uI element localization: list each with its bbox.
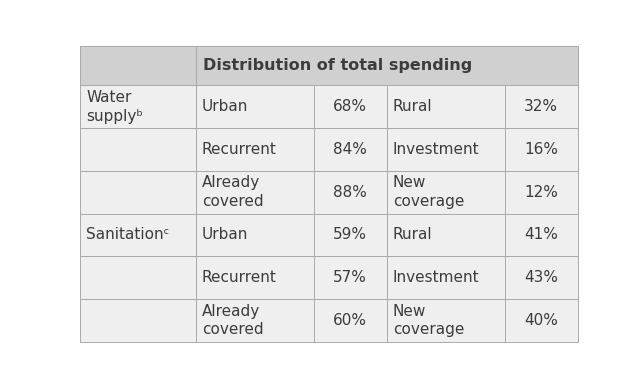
FancyBboxPatch shape [505,256,578,299]
FancyBboxPatch shape [196,85,314,128]
FancyBboxPatch shape [314,128,387,171]
FancyBboxPatch shape [80,171,196,214]
FancyBboxPatch shape [80,46,196,85]
Text: Already
covered: Already covered [202,175,263,209]
FancyBboxPatch shape [314,85,387,128]
FancyBboxPatch shape [80,299,196,342]
Text: Urban: Urban [202,227,248,242]
FancyBboxPatch shape [314,299,387,342]
Text: 88%: 88% [333,185,367,200]
FancyBboxPatch shape [505,171,578,214]
FancyBboxPatch shape [196,128,314,171]
Text: New
coverage: New coverage [393,304,464,337]
FancyBboxPatch shape [314,256,387,299]
Text: Already
covered: Already covered [202,304,263,337]
Text: Recurrent: Recurrent [202,270,277,285]
FancyBboxPatch shape [387,85,505,128]
Text: Distribution of total spending: Distribution of total spending [204,58,473,73]
FancyBboxPatch shape [80,128,196,171]
FancyBboxPatch shape [505,299,578,342]
Text: Investment: Investment [393,270,480,285]
FancyBboxPatch shape [387,214,505,256]
FancyBboxPatch shape [314,214,387,256]
Text: New
coverage: New coverage [393,175,464,209]
FancyBboxPatch shape [505,214,578,256]
Text: Urban: Urban [202,99,248,114]
FancyBboxPatch shape [387,171,505,214]
Text: Rural: Rural [393,99,433,114]
FancyBboxPatch shape [80,85,196,128]
FancyBboxPatch shape [196,299,314,342]
FancyBboxPatch shape [196,214,314,256]
FancyBboxPatch shape [80,214,196,256]
Text: 41%: 41% [525,227,558,242]
Text: 84%: 84% [333,142,367,157]
Text: 68%: 68% [333,99,367,114]
Text: 43%: 43% [525,270,558,285]
Text: Investment: Investment [393,142,480,157]
Text: 32%: 32% [525,99,558,114]
Text: 57%: 57% [333,270,367,285]
Text: 16%: 16% [525,142,558,157]
Text: 12%: 12% [525,185,558,200]
FancyBboxPatch shape [80,256,196,299]
FancyBboxPatch shape [505,128,578,171]
Text: Sanitationᶜ: Sanitationᶜ [86,227,169,242]
FancyBboxPatch shape [387,256,505,299]
Text: Water
supplyᵇ: Water supplyᵇ [86,90,143,124]
FancyBboxPatch shape [387,128,505,171]
Text: Recurrent: Recurrent [202,142,277,157]
Text: 40%: 40% [525,313,558,328]
FancyBboxPatch shape [505,85,578,128]
FancyBboxPatch shape [196,46,578,85]
Text: 60%: 60% [333,313,367,328]
FancyBboxPatch shape [314,171,387,214]
FancyBboxPatch shape [196,256,314,299]
Text: 59%: 59% [333,227,367,242]
FancyBboxPatch shape [196,171,314,214]
FancyBboxPatch shape [387,299,505,342]
Text: Rural: Rural [393,227,433,242]
